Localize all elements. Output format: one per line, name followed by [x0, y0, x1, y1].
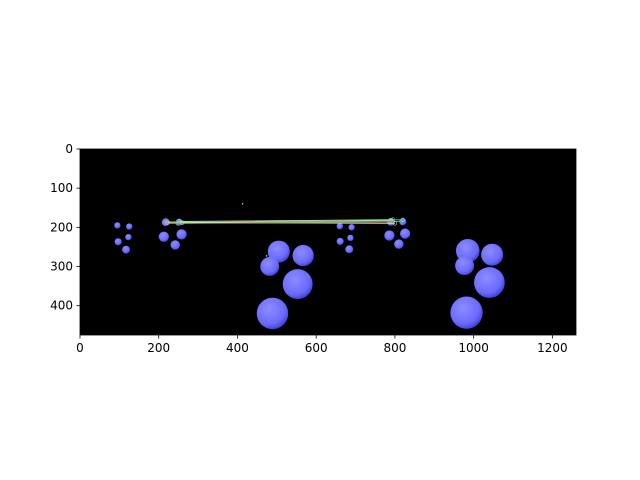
- y-tick-label: 200: [50, 220, 73, 234]
- blob: [122, 245, 130, 254]
- blob: [384, 230, 395, 241]
- blob: [256, 297, 289, 330]
- blob: [125, 233, 132, 241]
- axes-frame: [79, 148, 577, 336]
- blob: [474, 267, 505, 298]
- blob: [394, 239, 404, 249]
- y-tick-label: 0: [65, 142, 73, 156]
- match-keypoint: [162, 221, 167, 226]
- blob: [267, 240, 290, 263]
- blob: [347, 234, 354, 242]
- blob: [336, 237, 344, 245]
- speck: [265, 255, 268, 257]
- blob: [158, 231, 169, 242]
- blob: [455, 256, 475, 276]
- blob: [114, 222, 121, 229]
- matches-layer: [162, 217, 405, 226]
- blob: [336, 222, 343, 230]
- blob: [176, 229, 187, 240]
- blob: [114, 238, 122, 246]
- blob: [282, 269, 313, 300]
- match-keypoint: [399, 219, 405, 224]
- blob: [260, 257, 280, 276]
- blob: [345, 245, 354, 254]
- y-tick-label: 400: [50, 299, 73, 313]
- image-background: [80, 149, 576, 335]
- match-keypoint: [180, 220, 185, 225]
- plot-area: [80, 149, 576, 335]
- x-tick-label: 400: [226, 341, 249, 355]
- blob: [126, 223, 133, 230]
- x-tick-label: 1200: [537, 341, 568, 355]
- match-line: [167, 220, 391, 224]
- y-tick-label: 100: [50, 181, 73, 195]
- specks-layer: [241, 203, 268, 257]
- x-tick-label: 200: [147, 341, 170, 355]
- match-keypoint: [165, 220, 170, 225]
- y-tick-label: 300: [50, 259, 73, 273]
- x-tick-label: 600: [305, 341, 328, 355]
- y-axis: 0 100 200 300 400: [50, 142, 80, 313]
- match-line: [182, 222, 395, 224]
- blob: [292, 244, 314, 267]
- match-keypoint: [175, 221, 180, 226]
- blob: [450, 296, 483, 329]
- blob: [481, 243, 504, 266]
- match-keypoint: [392, 221, 398, 226]
- x-axis: 0 200 400 600 800 1000 1200: [76, 335, 568, 355]
- blob: [170, 240, 180, 250]
- blob: [348, 224, 355, 231]
- x-tick-label: 800: [383, 341, 406, 355]
- match-line: [179, 219, 403, 222]
- x-tick-label: 1000: [458, 341, 489, 355]
- x-tick-label: 0: [76, 341, 84, 355]
- blob: [400, 228, 411, 239]
- speck: [241, 203, 244, 205]
- match-keypoint: [387, 220, 392, 225]
